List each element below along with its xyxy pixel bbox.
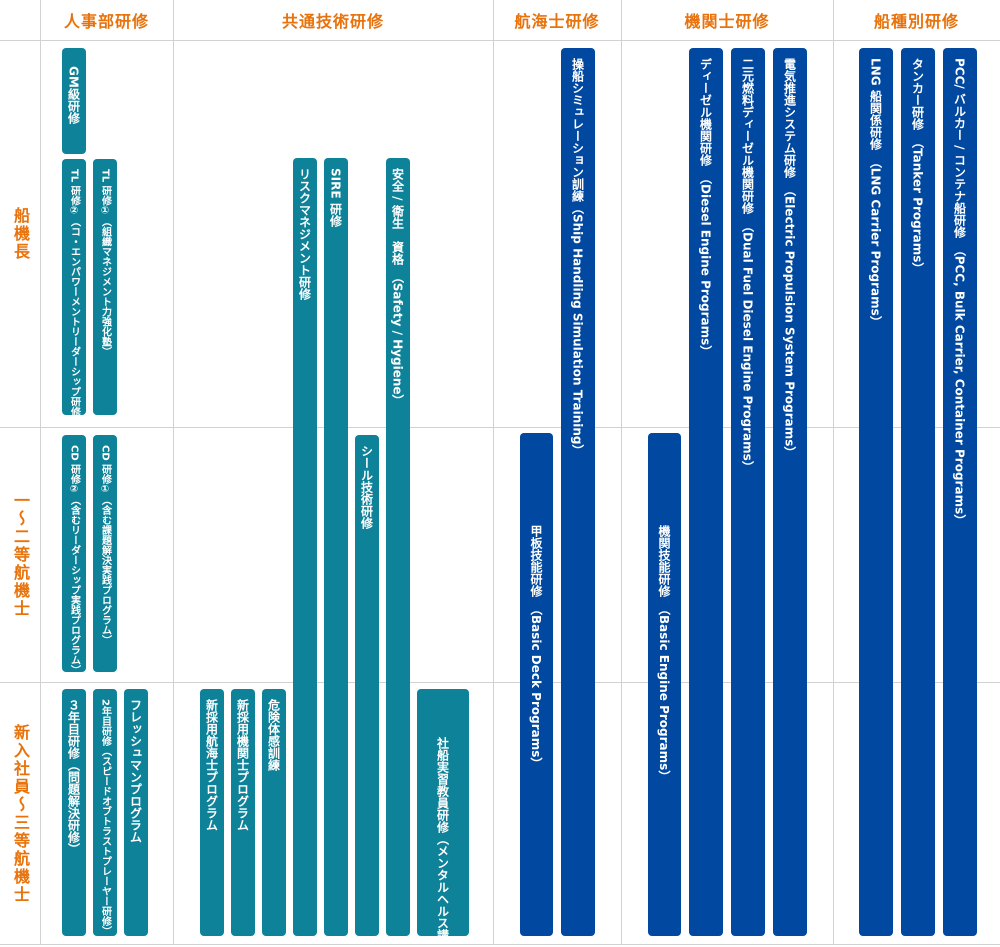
program-label: 危険体感訓練 <box>266 699 281 771</box>
program-bar-diesel: ディーゼル機関研修 （Diesel Engine Programs） <box>689 48 723 936</box>
row-label-text: 新入社員〜三等航機士 <box>11 723 30 904</box>
grid-line-col-2 <box>493 0 494 945</box>
row-label-officer12: 一〜二等航機士 <box>0 427 40 682</box>
program-label: CD 研修②（含むリーダーシップ実践プログラム） <box>68 445 80 672</box>
program-bar-safety: 安全 / 衛生 資格 （Safety / Hygiene） <box>386 158 410 936</box>
program-label: 安全 / 衛生 資格 （Safety / Hygiene） <box>390 168 405 407</box>
program-bar-sire: SIRE 研修 <box>324 158 348 936</box>
program-label: シール技術研修 <box>359 445 374 529</box>
column-header-common: 共通技術研修 <box>281 12 384 31</box>
program-bar-dualfuel: 二元燃料ディーゼル機関研修 （Dual Fuel Diesel Engine P… <box>731 48 765 936</box>
program-label: TL 研修①（組織マネジメント力強化塾） <box>99 169 111 357</box>
program-bar-danger: 危険体感訓練 <box>262 689 286 936</box>
grid-line-row-2 <box>0 682 1000 683</box>
program-bar-shiphandling: 操船シミュレーション訓練（Ship Handling Simulation Tr… <box>561 48 595 936</box>
program-bar-cd2: CD 研修②（含むリーダーシップ実践プログラム） <box>62 435 86 672</box>
program-bar-neweng: 新採用機関士プログラム <box>231 689 255 936</box>
program-bar-y3: ３年目研修（問題解決研修） <box>62 689 86 936</box>
grid-line-row-1 <box>0 427 1000 428</box>
program-label: 2年目研修（スピードオブトラストプレーヤー研修） <box>99 699 111 936</box>
program-bar-seal: シール技術研修 <box>355 435 379 936</box>
grid-line-header-bottom <box>0 40 1000 41</box>
program-label: CD 研修①（含む課題解決実践プログラム） <box>99 445 111 646</box>
program-bar-tanker: タンカー研修 （Tanker Programs） <box>901 48 935 936</box>
grid-line-bottom <box>0 944 1000 945</box>
grid-line-col-1 <box>173 0 174 945</box>
program-label: TL 研修②（コ・エンパワーメントリーダーシップ研修） <box>68 169 80 415</box>
program-label: 新採用航海士プログラム <box>204 699 219 831</box>
row-label-captain: 船機長 <box>0 40 40 427</box>
grid-line-col-0 <box>40 0 41 945</box>
program-bar-gm: GM級研修 <box>62 48 86 154</box>
program-label: タンカー研修 （Tanker Programs） <box>910 58 925 275</box>
program-bar-tl2: TL 研修②（コ・エンパワーメントリーダーシップ研修） <box>62 159 86 415</box>
program-bar-fresh: フレッシュマンプログラム <box>124 689 148 936</box>
program-label: SIRE 研修 <box>328 168 343 227</box>
program-bar-pcc: PCC/ バルカー / コンテナ船研修 （PCC, Bulk Carrier, … <box>943 48 977 936</box>
program-bar-tl1: TL 研修①（組織マネジメント力強化塾） <box>93 159 117 415</box>
program-label: 機関技能研修 （Basic Engine Programs） <box>657 525 671 783</box>
program-label: PCC/ バルカー / コンテナ船研修 （PCC, Bulk Carrier, … <box>952 58 967 527</box>
program-label: LNG 船関係研修 （LNG Carrier Programs） <box>868 58 883 328</box>
program-bar-mental: 社船実習教員研修（メンタルヘルス講義含む） <box>417 689 469 936</box>
program-label: 操船シミュレーション訓練（Ship Handling Simulation Tr… <box>570 58 585 457</box>
program-label: 二元燃料ディーゼル機関研修 （Dual Fuel Diesel Engine P… <box>740 58 755 473</box>
column-header-ship: 船種別研修 <box>873 12 959 31</box>
program-bar-cd1: CD 研修①（含む課題解決実践プログラム） <box>93 435 117 672</box>
program-bar-newnav: 新採用航海士プログラム <box>200 689 224 936</box>
column-header-hr: 人事部研修 <box>63 12 149 31</box>
program-bar-y2: 2年目研修（スピードオブトラストプレーヤー研修） <box>93 689 117 936</box>
program-label: GM級研修 <box>66 66 81 124</box>
row-label-text: 一〜二等航機士 <box>11 491 30 618</box>
program-bar-enginebasic: 機関技能研修 （Basic Engine Programs） <box>648 433 681 936</box>
column-header-nav: 航海士研修 <box>514 12 600 31</box>
program-label: 甲板技能研修 （Basic Deck Programs） <box>529 525 543 770</box>
program-bar-lng: LNG 船関係研修 （LNG Carrier Programs） <box>859 48 893 936</box>
program-bar-deck: 甲板技能研修 （Basic Deck Programs） <box>520 433 553 936</box>
column-header-eng: 機関士研修 <box>684 12 770 31</box>
program-label: 新採用機関士プログラム <box>235 699 250 831</box>
program-label: 社船実習教員研修（メンタルヘルス講義含む） <box>435 737 450 936</box>
grid-line-col-4 <box>833 0 834 945</box>
program-label: リスクマネジメント研修 <box>297 168 312 300</box>
grid-line-col-3 <box>621 0 622 945</box>
program-label: 電気推進システム研修 （Electric Propulsion System P… <box>782 58 797 459</box>
program-label: ３年目研修（問題解決研修） <box>66 699 81 855</box>
program-bar-risk: リスクマネジメント研修 <box>293 158 317 936</box>
program-label: フレッシュマンプログラム <box>128 699 143 843</box>
row-label-newhire: 新入社員〜三等航機士 <box>0 682 40 945</box>
row-label-text: 船機長 <box>11 206 30 261</box>
program-bar-electric: 電気推進システム研修 （Electric Propulsion System P… <box>773 48 807 936</box>
program-label: ディーゼル機関研修 （Diesel Engine Programs） <box>698 58 713 358</box>
